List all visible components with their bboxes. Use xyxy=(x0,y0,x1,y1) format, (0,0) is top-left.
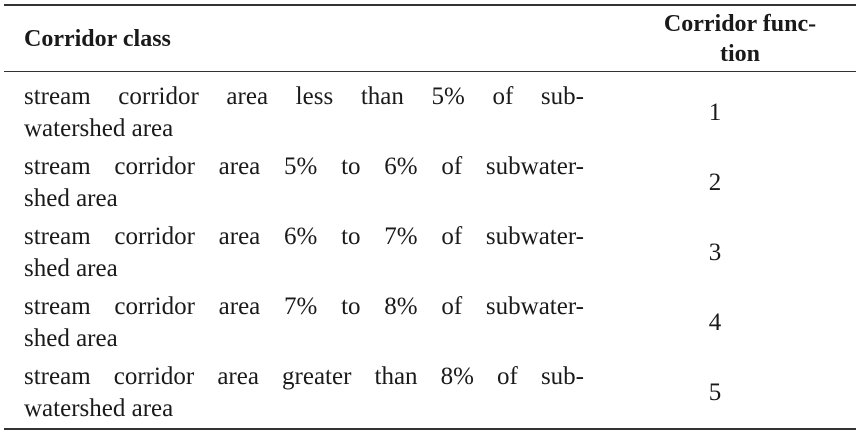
row-corridor-function: 2 xyxy=(708,169,722,196)
table-row: stream corridor area greater than 8% of … xyxy=(4,358,856,428)
class-line2: watershed area xyxy=(24,395,174,422)
table-row: stream corridor area less than 5% of sub… xyxy=(4,78,856,148)
row-corridor-class: stream corridor area 7% to 8% of subwate… xyxy=(4,291,584,355)
table-header-row: Corridor class Corridor func- tion xyxy=(4,6,856,71)
class-line2: shed area xyxy=(24,325,118,352)
class-line1: stream corridor area 7% to 8% of subwate… xyxy=(24,293,584,320)
row-corridor-function: 4 xyxy=(708,309,722,336)
table-body: stream corridor area less than 5% of sub… xyxy=(4,72,856,428)
row-corridor-class: stream corridor area 6% to 7% of subwate… xyxy=(4,221,584,285)
row-corridor-class: stream corridor area less than 5% of sub… xyxy=(4,81,584,145)
header-function-line2: tion xyxy=(719,40,760,67)
class-line2: shed area xyxy=(24,255,118,282)
header-corridor-class: Corridor class xyxy=(24,25,171,52)
class-line1: stream corridor area 6% to 7% of subwate… xyxy=(24,223,584,250)
top-rule xyxy=(4,4,856,6)
class-line2: shed area xyxy=(24,185,118,212)
table-row: stream corridor area 7% to 8% of subwate… xyxy=(4,288,856,358)
class-line1: stream corridor area 5% to 6% of subwate… xyxy=(24,153,584,180)
class-line1: stream corridor area less than 5% of sub… xyxy=(24,83,584,110)
header-function-line1: Corridor func- xyxy=(663,10,817,37)
row-corridor-class: stream corridor area greater than 8% of … xyxy=(4,361,584,425)
row-corridor-class: stream corridor area 5% to 6% of subwate… xyxy=(4,151,584,215)
class-line2: watershed area xyxy=(24,115,174,142)
table-row: stream corridor area 6% to 7% of subwate… xyxy=(4,218,856,288)
row-corridor-function: 3 xyxy=(708,239,722,266)
row-corridor-function: 5 xyxy=(708,379,722,406)
header-rule xyxy=(4,71,856,72)
header-corridor-function: Corridor func- tion xyxy=(574,9,856,69)
corridor-table: Corridor class Corridor func- tion strea… xyxy=(4,4,856,430)
row-corridor-function: 1 xyxy=(708,99,722,126)
table-row: stream corridor area 5% to 6% of subwate… xyxy=(4,148,856,218)
class-line1: stream corridor area greater than 8% of … xyxy=(24,363,584,390)
